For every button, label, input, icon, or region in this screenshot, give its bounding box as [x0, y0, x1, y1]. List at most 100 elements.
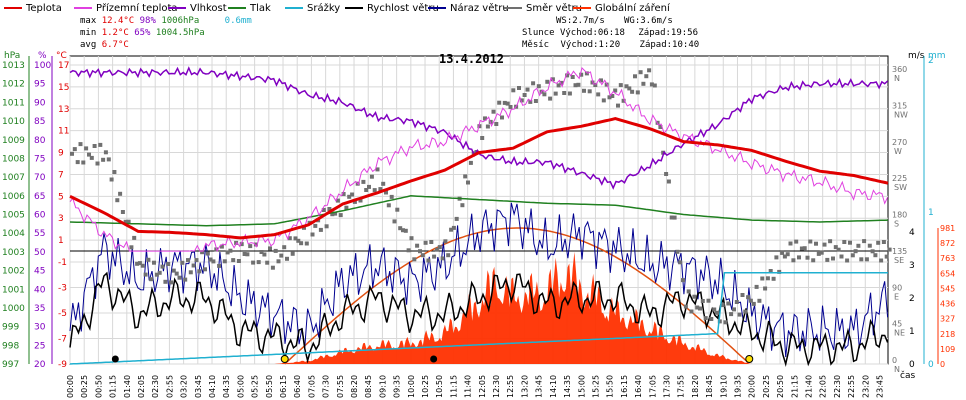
wind-dir-point [550, 77, 555, 82]
wind-dir-point [689, 309, 694, 314]
wind-dir-point [873, 253, 878, 258]
wind-dir-point [562, 91, 567, 95]
series-naraz-vetru [69, 202, 889, 358]
legend-swatch [573, 7, 591, 9]
tick-dir-label: W [894, 147, 902, 156]
wind-dir-point [341, 192, 346, 196]
wind-dir-point [72, 147, 77, 152]
tick-time: 19:10 [719, 375, 728, 398]
wind-dir-point [463, 174, 468, 179]
wind-dir-point [253, 242, 258, 247]
tick-c: 11 [58, 127, 69, 137]
wind-dir-point [194, 258, 199, 263]
tick-hpa: 1012 [2, 80, 25, 90]
wind-dir-point [222, 259, 227, 264]
max-hum: 98% [139, 16, 156, 26]
sun-rise: Východ:06:18 [559, 28, 625, 38]
wind-dir-point [664, 172, 669, 176]
tick-time: 20:25 [762, 375, 771, 398]
wind-dir-point [120, 210, 125, 214]
tick-time: 02:55 [165, 375, 174, 398]
tick-pct: 20 [34, 360, 46, 370]
tick-hpa: 1007 [2, 173, 25, 183]
wind-dir-point [720, 303, 725, 308]
tick-time: 10:50 [435, 375, 444, 398]
legend-swatch [345, 7, 363, 9]
tick-time: 05:00 [236, 375, 245, 398]
wind-dir-point [333, 211, 338, 216]
avg-temp: 6.7°C [101, 40, 129, 50]
wind-dir-point [785, 252, 790, 257]
tick-pct: 25 [34, 341, 45, 351]
wind-dir-point [511, 88, 516, 93]
tick-c: 7 [58, 170, 64, 180]
wind-dir-point [236, 259, 241, 263]
wind-dir-point [398, 226, 403, 231]
stats-min-row: min 1.2°C 65% 1004.5hPa [80, 28, 205, 38]
tick-dir-deg: 135 [892, 247, 907, 256]
wind-dir-point [698, 306, 702, 311]
tick-hpa: 1006 [2, 192, 25, 202]
tick-time: 17:05 [648, 375, 657, 398]
moon-set: Západ:10:40 [639, 40, 700, 50]
tick-time: 05:50 [265, 375, 274, 398]
tick-pct: 65 [34, 192, 45, 202]
wind-dir-point [737, 312, 742, 317]
tick-pct: 70 [34, 173, 46, 183]
stats-max-label: max [80, 16, 97, 26]
wind-dir-point [483, 116, 487, 121]
wind-dir-point [386, 203, 391, 208]
tick-time: 14:10 [549, 375, 558, 398]
tick-hpa: 1003 [2, 248, 25, 258]
wind-dir-point [862, 239, 867, 244]
wind-dir-point [491, 109, 496, 114]
wind-dir-point [293, 236, 298, 241]
sunset-marker [745, 355, 754, 363]
sunrise-marker [280, 355, 289, 363]
tick-c: 15 [58, 83, 69, 93]
tick-ms: 0 [909, 360, 915, 370]
tick-hpa: 1010 [2, 117, 25, 127]
wind-dir-point [140, 263, 145, 268]
tick-time: 01:15 [109, 375, 118, 398]
series-srazky [69, 272, 888, 365]
wind-dir-point [446, 253, 451, 258]
wind-dir-point [409, 236, 414, 241]
tick-rad: 654 [940, 269, 955, 278]
wind-dir-point [782, 254, 787, 259]
legend-swatch [74, 7, 92, 9]
wind-dir-point [70, 151, 74, 156]
tick-time: 10:25 [421, 375, 430, 398]
wind-dir-point [106, 157, 111, 162]
wind-dir-point [709, 317, 714, 321]
wind-dir-point [649, 82, 654, 87]
wind-dir-point [242, 252, 247, 256]
precip-total: 0.6mm [224, 16, 252, 26]
wind-dir-point [84, 146, 89, 151]
wind-dir-point [681, 278, 685, 283]
tick-hpa: 998 [2, 341, 19, 351]
wind-dir-point [375, 167, 380, 172]
wind-dir-point [406, 248, 411, 253]
tick-time: 00:00 [66, 375, 75, 398]
wind-dir-point [593, 83, 598, 87]
wind-dir-point [203, 267, 207, 272]
tick-pct: 50 [34, 248, 46, 258]
tick-rad: 436 [940, 300, 955, 309]
wind-dir-point [302, 225, 306, 230]
tick-time: 07:30 [322, 375, 331, 398]
tick-time: 11:40 [464, 375, 473, 398]
tick-time: 08:45 [364, 375, 373, 398]
wind-dir-point [777, 269, 782, 274]
wind-dir-point [579, 72, 584, 77]
tick-time: 21:15 [790, 375, 799, 398]
wind-dir-point [686, 289, 691, 294]
moon-row: Měsíc Východ:1:20 Západ:10:40 [522, 40, 699, 50]
wind-dir-point [831, 256, 835, 261]
tick-dir-deg: 225 [892, 174, 907, 183]
wind-dir-point [839, 254, 844, 259]
wind-dir-point [825, 257, 830, 262]
tick-dir-deg: 180 [892, 211, 907, 220]
wind-dir-point [477, 124, 482, 129]
